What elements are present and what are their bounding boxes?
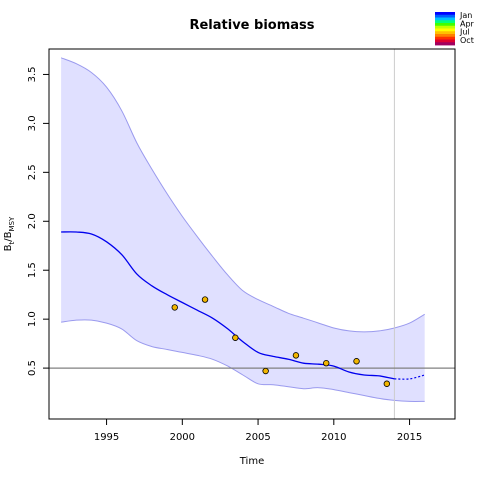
y-tick-label: 1.5: [27, 262, 38, 278]
legend-color-swatch: [435, 14, 455, 18]
observation-point: [201, 296, 209, 303]
x-tick-label: 1995: [94, 432, 119, 443]
x-tick-label: 2010: [321, 432, 346, 443]
observation-point: [323, 360, 330, 367]
chart-title: Relative biomass: [189, 18, 314, 33]
y-tick-label: 0.5: [27, 360, 38, 376]
y-tick-label: 3.0: [27, 115, 38, 131]
y-label-main: B: [3, 244, 14, 251]
legend-color-swatch: [435, 20, 455, 24]
legend-color-swatch: [435, 28, 455, 32]
observation-point: [353, 358, 360, 365]
legend-label: Apr: [460, 19, 475, 28]
y-tick-label: 2.5: [27, 164, 38, 180]
y-axis: 0.5 1.0 1.5 2.0 2.5 3.0 3.5: [27, 66, 49, 376]
legend-label: Oct: [460, 36, 474, 45]
legend-label: Jul: [459, 28, 470, 37]
legend-color-swatch: [435, 25, 455, 29]
x-tick-label: 2000: [170, 432, 195, 443]
legend-color-swatch: [435, 34, 455, 38]
x-tick-label: 2015: [397, 432, 422, 443]
biomass-estimate-line: [61, 231, 395, 380]
observation-point: [262, 367, 269, 375]
x-axis: 1995 2000 2005 2010 2015: [94, 419, 422, 443]
legend-color-swatch: [435, 12, 455, 16]
plot-frame: [48, 48, 456, 420]
y-tick-label: 3.5: [27, 66, 38, 82]
plot-area: [49, 49, 455, 419]
y-label-sub1: t: [8, 241, 16, 244]
y-tick-label: 2.0: [27, 213, 38, 229]
observation-point: [171, 304, 178, 311]
legend-color-swatch: [435, 39, 455, 43]
y-label-sub2: MSY: [8, 216, 16, 231]
y-label-mid: /B: [3, 231, 14, 241]
upper-bound-line: [60, 57, 425, 333]
observation-point: [232, 334, 239, 341]
legend-color-swatch: [435, 31, 455, 35]
x-tick-label: 2005: [245, 432, 270, 443]
observation-point: [292, 352, 300, 359]
lower-bound-line: [61, 319, 425, 402]
legend-color-swatch: [435, 23, 455, 27]
legend-color-swatch: [435, 42, 455, 46]
y-axis-label: Bt/BMSY: [3, 216, 16, 251]
observation-point: [383, 380, 391, 387]
confidence-band: [61, 57, 425, 402]
legend-color-swatch: [435, 36, 455, 40]
legend-color-swatch: [435, 17, 455, 21]
y-tick-label: 1.0: [27, 311, 38, 327]
x-axis-label: Time: [239, 456, 264, 467]
legend-label: Jan: [459, 11, 472, 20]
